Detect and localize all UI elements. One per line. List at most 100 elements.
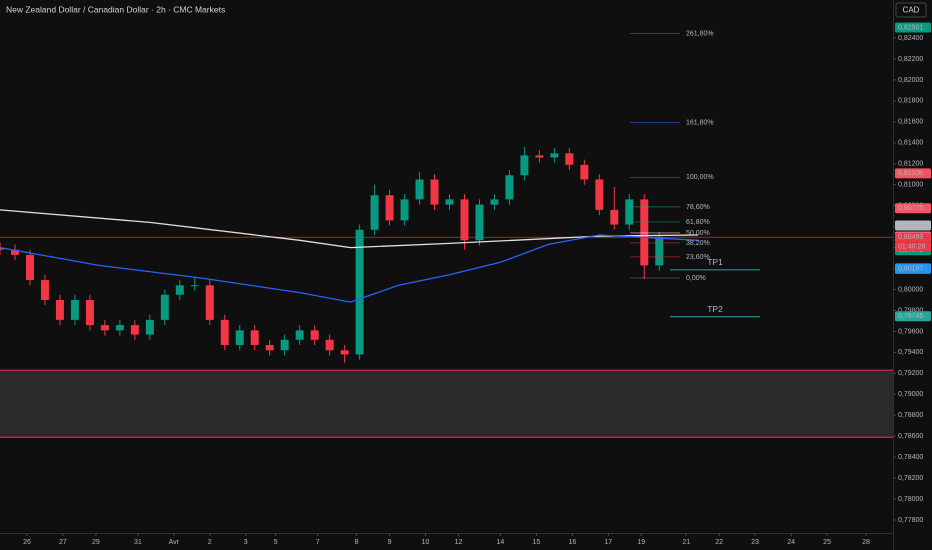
candle-body — [85, 299, 94, 326]
candle-body — [280, 339, 289, 351]
candle-body — [565, 153, 574, 165]
candle-body — [0, 247, 4, 250]
candle-body — [130, 325, 139, 335]
price-tag — [895, 263, 931, 274]
candle-body — [625, 199, 634, 225]
candle-body — [40, 280, 49, 300]
fib-label: 261,80% — [686, 30, 714, 37]
x-tick-label: 8 — [355, 539, 359, 546]
x-tick-label: 16 — [568, 539, 576, 546]
candle-body — [310, 330, 319, 340]
candle-body — [175, 285, 184, 295]
candle-body — [580, 164, 589, 180]
x-tick-label: 28 — [862, 539, 870, 546]
candle-body — [520, 155, 529, 176]
candle-body — [265, 345, 274, 351]
candle-body — [325, 339, 334, 351]
fib-label: 0,00% — [686, 275, 706, 282]
y-tick-label: 0,81000 — [898, 182, 923, 189]
x-tick-label: 31 — [134, 539, 142, 546]
y-tick-label: 0,81400 — [898, 140, 923, 147]
candle-body — [460, 199, 469, 241]
price-tag — [895, 22, 931, 33]
y-tick-label: 0,79200 — [898, 370, 923, 377]
x-tick-label: 21 — [682, 539, 690, 546]
candle-body — [655, 237, 664, 266]
candle-body — [190, 285, 199, 287]
candle-body — [610, 209, 619, 225]
x-tick-label: 12 — [455, 539, 463, 546]
x-tick-label: 27 — [59, 539, 67, 546]
x-tick-label: 25 — [823, 539, 831, 546]
y-tick-label: 0,81200 — [898, 161, 923, 168]
price-tag-label: 0,80611 — [898, 222, 923, 229]
currency[interactable]: CAD — [903, 6, 920, 15]
countdown-tag — [895, 242, 931, 252]
price-tag-label: 0,81108 — [898, 170, 923, 177]
x-tick-label: 17 — [604, 539, 612, 546]
y-tick-label: 0,77800 — [898, 517, 923, 524]
x-tick-label: 29 — [92, 539, 100, 546]
x-tick-label: 23 — [751, 539, 759, 546]
candle-body — [430, 179, 439, 205]
price-tag-label: 0,80197 — [898, 266, 923, 273]
x-tick-label: 9 — [388, 539, 392, 546]
candle-body — [220, 319, 229, 346]
candle-body — [640, 199, 649, 266]
candle-body — [145, 319, 154, 335]
price-tag — [895, 311, 931, 322]
y-tick-label: 0,82000 — [898, 77, 923, 84]
y-tick-label: 0,81800 — [898, 98, 923, 105]
candle-body — [70, 299, 79, 320]
candle-body — [535, 155, 544, 158]
y-tick-label: 0,79800 — [898, 307, 923, 314]
x-tick-label: 10 — [422, 539, 430, 546]
chart-title: New Zealand Dollar / Canadian Dollar · 2… — [6, 4, 225, 14]
price-tag — [895, 203, 931, 214]
x-tick-label: 2 — [208, 539, 212, 546]
candle-body — [445, 199, 454, 205]
price-tag-label: 0,80499 — [898, 234, 923, 241]
x-tick-label: 22 — [715, 539, 723, 546]
x-tick-label: 26 — [23, 539, 31, 546]
fib-label: 38,20% — [686, 240, 710, 247]
candle-body — [550, 153, 559, 158]
candle-body — [340, 350, 349, 355]
x-tick-label: 24 — [787, 539, 795, 546]
candle-body — [475, 204, 484, 241]
y-tick-label: 0,82200 — [898, 56, 923, 63]
candle-body — [490, 199, 499, 205]
fib-label: 50,00% — [686, 230, 710, 237]
x-tick-label: 7 — [316, 539, 320, 546]
y-tick-label: 0,78800 — [898, 412, 923, 419]
candle-body — [100, 325, 109, 331]
y-tick-label: 0,79600 — [898, 328, 923, 335]
candle-body — [595, 179, 604, 210]
fib-label: 161,80% — [686, 119, 714, 126]
candle-body — [385, 195, 394, 221]
fib-label: 100,00% — [686, 174, 714, 181]
candle-body — [505, 175, 514, 200]
price-tag — [895, 232, 931, 243]
candle-body — [415, 179, 424, 200]
x-tick-label: 15 — [533, 539, 541, 546]
y-tick-label: 0,79400 — [898, 349, 923, 356]
price-tag-label: 0,79745 — [898, 313, 923, 320]
target-label: TP2 — [707, 304, 723, 314]
candle-body — [370, 195, 379, 230]
currency-box[interactable] — [895, 2, 927, 18]
target-label: TP1 — [707, 257, 723, 267]
countdown: 01:40:28 — [898, 244, 925, 251]
price-tag-label: 0,80775 — [898, 205, 923, 212]
price-tag — [895, 168, 931, 179]
candle-body — [250, 330, 259, 346]
candle-body — [355, 229, 364, 355]
fib-label: 78,60% — [686, 204, 710, 211]
x-tick-label: 19 — [637, 539, 645, 546]
candle-body — [295, 330, 304, 340]
y-tick-label: 0,79000 — [898, 391, 923, 398]
y-tick-label: 0,78000 — [898, 496, 923, 503]
x-tick-label: Avr — [169, 539, 180, 546]
